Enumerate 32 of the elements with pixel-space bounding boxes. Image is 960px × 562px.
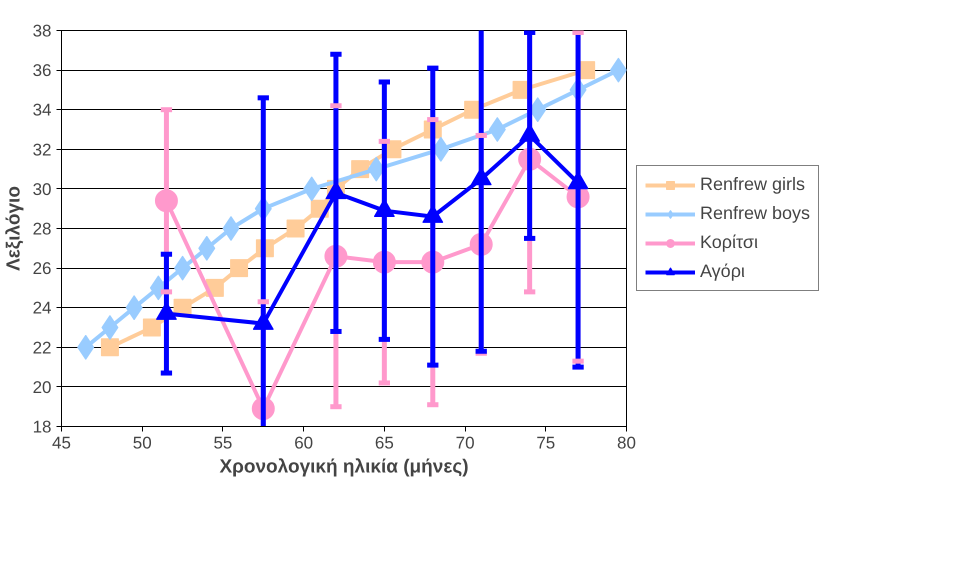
x-tick-label: 75 — [536, 434, 556, 452]
point — [100, 338, 119, 356]
y-tick-label: 24 — [32, 298, 52, 318]
y-tick-label: 22 — [32, 338, 52, 358]
legend-label: Renfrew boys — [700, 203, 810, 224]
point — [286, 220, 305, 238]
x-tick-label: 55 — [213, 434, 232, 452]
point — [154, 189, 178, 212]
point — [101, 315, 118, 340]
y-tick-label: 30 — [32, 180, 52, 199]
y-tick-label: 36 — [32, 61, 52, 80]
point — [230, 259, 248, 278]
x-axis-title: Χρονολογική ηλικία (μήνες) — [219, 456, 469, 478]
x-tick-label: 60 — [294, 434, 314, 452]
y-tick-label: 38 — [32, 22, 52, 40]
y-axis-title: Λεξιλόγιο — [4, 186, 25, 271]
legend-label: Κορίτσι — [700, 232, 758, 253]
x-tick-label: 80 — [617, 434, 636, 452]
y-tick-label: 20 — [32, 378, 52, 397]
y-tick-label: 34 — [32, 100, 52, 120]
x-tick-label: 65 — [374, 434, 394, 452]
point — [142, 318, 161, 336]
x-tick-label: 50 — [132, 434, 152, 452]
legend-label: Αγόρι — [700, 261, 745, 282]
x-tick-label: 45 — [52, 434, 71, 452]
y-tick-label: 28 — [32, 220, 52, 238]
legend-label: Renfrew girls — [700, 174, 806, 195]
y-tick-label: 32 — [32, 140, 52, 160]
x-tick-label: 70 — [456, 434, 475, 452]
y-tick-label: 26 — [32, 259, 52, 278]
point — [488, 117, 506, 142]
y-tick-label: 18 — [32, 418, 52, 436]
